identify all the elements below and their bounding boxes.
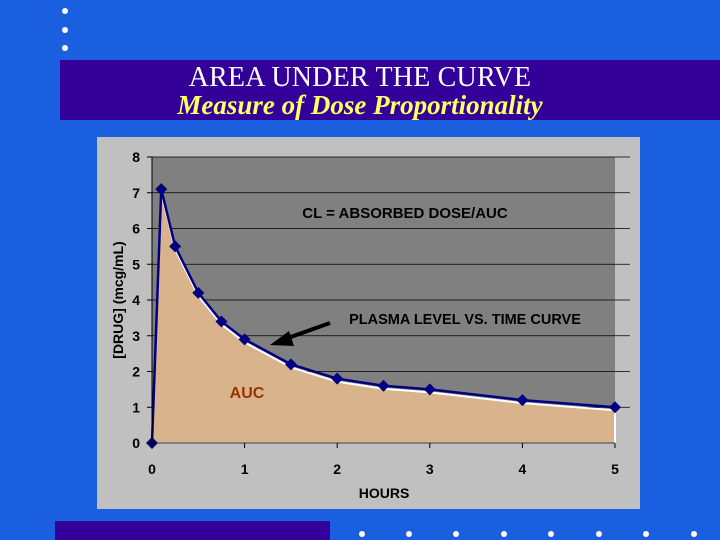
dot	[596, 531, 602, 537]
series-line	[150, 188, 616, 444]
x-axis-label: HOURS	[359, 485, 410, 501]
arrow-icon	[270, 321, 331, 346]
x-tick-label: 5	[611, 461, 619, 477]
dot	[62, 27, 68, 33]
x-tick-label: 4	[519, 461, 527, 477]
x-tick-label: 2	[333, 461, 341, 477]
data-point-marker	[284, 358, 297, 371]
title-band	[60, 60, 720, 120]
data-point-marker	[238, 333, 251, 346]
bottom-band	[55, 521, 330, 540]
dot	[359, 531, 365, 537]
data-point-marker	[169, 240, 182, 253]
y-tick-label: 1	[132, 399, 140, 415]
dot	[691, 531, 697, 537]
y-tick-label: 4	[132, 292, 140, 308]
curve-label: PLASMA LEVEL VS. TIME CURVE	[349, 312, 581, 328]
y-tick-label: 8	[132, 149, 140, 165]
auc-label: AUC	[230, 385, 265, 402]
clearance-equation: CL = ABSORBED DOSE/AUC	[302, 205, 508, 222]
data-point-marker	[155, 183, 168, 196]
data-point-marker	[192, 286, 205, 299]
data-point-marker	[609, 401, 621, 414]
y-tick-label: 0	[132, 435, 140, 451]
data-point-marker	[377, 379, 390, 392]
slide-title: AREA UNDER THE CURVE	[188, 62, 532, 93]
x-axis: 0 1 2 3 4 5	[148, 442, 619, 477]
y-tick-label: 6	[132, 221, 140, 237]
x-tick-label: 0	[148, 461, 156, 477]
dot	[501, 531, 507, 537]
y-tick-label: 7	[132, 185, 140, 201]
dot	[62, 45, 68, 51]
y-axis: 0 1 2 3 4 5 6 7 8	[132, 149, 153, 451]
data-point-marker	[423, 383, 436, 396]
dot	[62, 8, 68, 14]
x-tick-label: 3	[426, 461, 434, 477]
data-point-marker	[516, 394, 529, 407]
data-point-marker	[331, 372, 344, 385]
dot	[643, 531, 649, 537]
slide-subtitle: Measure of Dose Proportionality	[177, 90, 543, 120]
y-tick-label: 3	[132, 328, 140, 344]
data-markers	[146, 183, 621, 449]
dot	[453, 531, 459, 537]
dot	[548, 531, 554, 537]
x-tick-label: 1	[241, 461, 249, 477]
data-point-marker	[215, 315, 228, 328]
y-tick-label: 5	[132, 256, 140, 272]
dot	[406, 531, 412, 537]
y-axis-label: [DRUG] (mcg/mL)	[110, 241, 126, 358]
y-tick-label: 2	[132, 364, 140, 380]
